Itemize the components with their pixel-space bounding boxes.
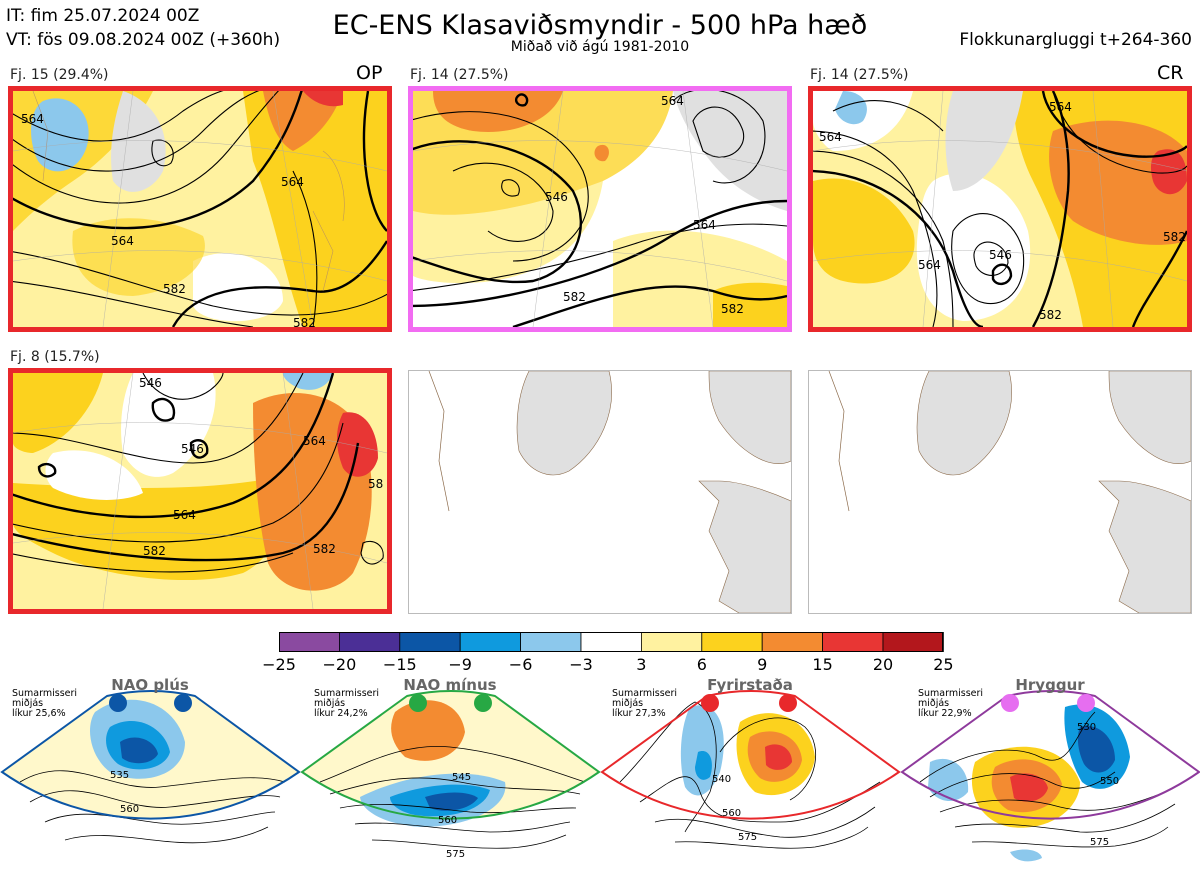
p3-contour-label-e: 582 [1163, 230, 1186, 244]
it-line: IT: fim 25.07.2024 00Z [6, 6, 200, 26]
colorbar-tick-label: −15 [382, 655, 417, 674]
vt-line: VT: fös 09.08.2024 00Z (+360h) [6, 30, 281, 50]
p1-contour-label-e: 564 [281, 175, 304, 189]
regime-1-info-2: miðjás [12, 698, 43, 709]
panel-4-label: Fj. 8 (15.7%) [10, 349, 100, 365]
regime-4-info-1: Sumarmisseri [918, 688, 983, 699]
p2-contour-label-a: 546 [545, 190, 568, 204]
p4-contour-label-g: 58 [368, 477, 383, 491]
regime-2-info-1: Sumarmisseri [314, 688, 379, 699]
colorbar-tick-label: 6 [696, 655, 707, 674]
panel-1-label: Fj. 15 (29.4%) [10, 67, 109, 83]
regime-3-label-b: 560 [722, 808, 741, 819]
p1-contour-label-b: 564 [111, 234, 134, 248]
cluster-map-3: 564 564 546 582 582 564 [808, 86, 1192, 332]
regime-2-label-c: 575 [446, 849, 465, 860]
regime-3-info-3: líkur 27,3% [612, 708, 666, 719]
regime-4-info-3: líkur 22,9% [918, 708, 972, 719]
empty-map-6 [808, 370, 1192, 614]
colorbar-tick-label: 25 [933, 655, 954, 674]
regime-4-label-a: 530 [1077, 722, 1096, 733]
p4-contour-label-c: 564 [173, 508, 196, 522]
colorbar-tick-label: 15 [812, 655, 833, 674]
colorbar-cell [761, 632, 824, 652]
p4-contour-label-b: 546 [181, 442, 204, 456]
header-run-info: IT: fim 25.07.2024 00Z VT: fös 09.08.202… [6, 4, 280, 52]
colorbar-tick-label: 9 [757, 655, 768, 674]
regime-3-label-a: 540 [712, 774, 731, 785]
p2-contour-label-b: 564 [661, 94, 684, 108]
colorbar-tick-label: 20 [872, 655, 894, 674]
p3-contour-label-b: 564 [918, 258, 941, 272]
colorbar-tick-label: −3 [569, 655, 593, 674]
colorbar [279, 632, 944, 652]
regime-nao-minus: NAO mínus Sumarmisseri miðjás líkur 24,2… [300, 676, 601, 860]
regime-panel-row: NAO plús Sumarmisseri miðjás líkur 25,6%… [0, 676, 1200, 862]
colorbar-tick-label: 3 [636, 655, 647, 674]
regime-3-label-c: 575 [738, 832, 757, 843]
regime-1-info-3: líkur 25,6% [12, 708, 66, 719]
regime-4-label-c: 575 [1090, 837, 1109, 848]
colorbar-cell [822, 632, 884, 652]
colorbar-cell [640, 632, 703, 652]
p4-contour-label-e: 582 [143, 544, 166, 558]
regime-2-info-2: miðjás [314, 698, 345, 709]
p2-contour-label-c: 564 [693, 218, 716, 232]
regime-2-label-b: 560 [438, 815, 457, 826]
regime-1-label-b: 560 [120, 804, 139, 815]
p1-contour-label-c: 582 [163, 282, 186, 296]
colorbar-cell [399, 632, 461, 652]
p3-contour-label-c: 546 [989, 248, 1012, 262]
regime-2-label-a: 545 [452, 772, 471, 783]
colorbar-tick-label: −9 [448, 655, 472, 674]
cluster-map-4: 546 546 564 564 582 582 58 [8, 368, 392, 614]
colorbar-cell [701, 632, 763, 652]
regime-4-label-b: 550 [1100, 776, 1119, 787]
colorbar-tick-label: −6 [508, 655, 533, 674]
empty-map-5 [408, 370, 792, 614]
regime-4-info-2: miðjás [918, 698, 949, 709]
panel-1-tag: OP [356, 62, 383, 84]
regime-nao-plus: NAO plús Sumarmisseri miðjás líkur 25,6%… [0, 676, 301, 844]
panel-2-label: Fj. 14 (27.5%) [410, 67, 509, 83]
regime-2-info-3: líkur 24,2% [314, 708, 368, 719]
regime-1-name: NAO plús [111, 676, 189, 694]
p2-contour-label-e: 582 [721, 302, 744, 316]
colorbar-cell [520, 632, 582, 652]
colorbar-cell [580, 632, 642, 652]
colorbar-tick-label: −25 [262, 655, 296, 674]
regime-4-name: Hryggur [1015, 676, 1085, 694]
colorbar-cell [882, 632, 944, 652]
p4-contour-label-a: 546 [139, 376, 162, 390]
p1-contour-label-a: 564 [21, 112, 44, 126]
regime-ridge: Hryggur Sumarmisseri miðjás líkur 22,9% … [900, 676, 1200, 862]
page-title: EC-ENS Klasaviðsmyndir - 500 hPa hæð [332, 10, 868, 41]
regime-1-info-1: Sumarmisseri [12, 688, 77, 699]
p3-contour-label-a: 564 [819, 130, 842, 144]
regime-3-info-2: miðjás [612, 698, 643, 709]
p4-contour-label-d: 564 [303, 434, 326, 448]
regime-blocking: Fyrirstaða Sumarmisseri miðjás líkur 27,… [600, 676, 901, 849]
regime-3-info-1: Sumarmisseri [612, 688, 677, 699]
panel-3-tag: CR [1157, 62, 1184, 84]
regime-3-name: Fyrirstaða [707, 676, 793, 694]
cluster-map-1: 564 564 582 582 564 [8, 86, 392, 332]
p3-contour-label-d: 582 [1039, 308, 1062, 322]
p3-contour-label-f: 564 [1049, 100, 1072, 114]
p2-contour-label-d: 582 [563, 290, 586, 304]
colorbar-cell [279, 632, 340, 652]
window-label: Flokkunargluggi t+264-360 [959, 30, 1192, 50]
p4-contour-label-f: 582 [313, 542, 336, 556]
panel-3-label: Fj. 14 (27.5%) [810, 67, 909, 83]
p1-contour-label-d: 582 [293, 316, 316, 327]
colorbar-cell [339, 632, 401, 652]
colorbar-tick-label: −20 [322, 655, 357, 674]
page-subtitle: Miðað við ágú 1981-2010 [510, 39, 690, 55]
regime-2-name: NAO mínus [403, 676, 496, 694]
colorbar-cell [459, 632, 521, 652]
regime-1-label-a: 535 [110, 770, 129, 781]
cluster-map-2: 546 564 564 582 582 [408, 86, 792, 332]
